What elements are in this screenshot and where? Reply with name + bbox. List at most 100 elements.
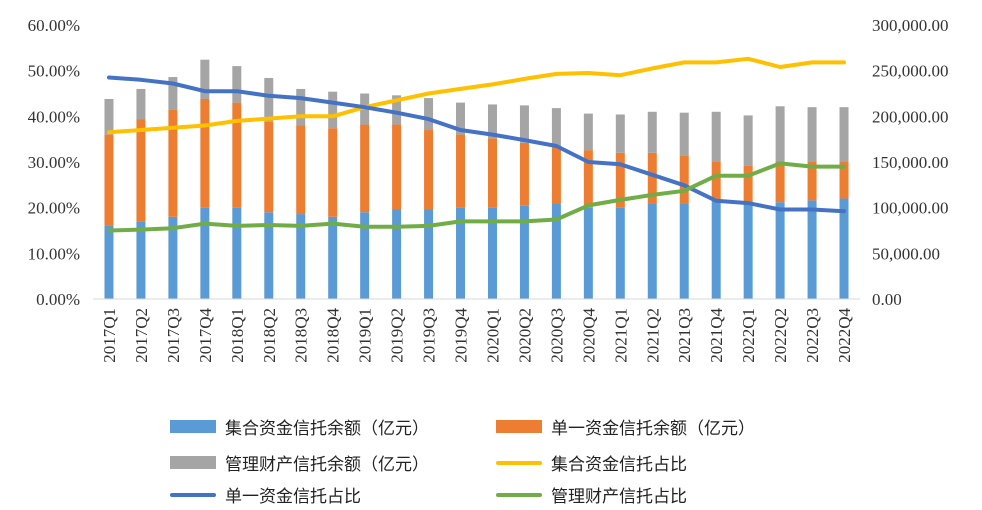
bar-property-balance-2021q4	[711, 111, 721, 162]
bar-property-balance-2022q3	[807, 107, 817, 162]
x-tick-label: 2021Q2	[643, 308, 662, 363]
x-tick-label: 2022Q1	[739, 308, 758, 363]
bar-collective-balance-2022q2	[775, 202, 785, 299]
legend-item-single-share: 单一资金信托占比	[170, 482, 361, 507]
legend-swatch-property-share	[496, 492, 542, 497]
bar-collective-balance-2020q2	[519, 205, 529, 299]
x-tick-label: 2022Q3	[803, 308, 822, 363]
bar-collective-balance-2021q4	[711, 200, 721, 299]
bar-single-balance-2017q3	[168, 109, 178, 217]
bar-property-balance-2020q2	[519, 105, 529, 143]
bar-collective-balance-2020q1	[487, 207, 497, 299]
bar-property-balance-2021q1	[615, 114, 625, 153]
left-tick-label: 60.00%	[28, 16, 80, 35]
bar-single-balance-2021q3	[679, 155, 689, 204]
x-axis: 2017Q1 2017Q2 2017Q3 2017Q4 2018Q1 2018Q2 2018…	[100, 308, 854, 363]
right-tick-label: 100,000.00	[872, 199, 949, 218]
bar-single-balance-2022q2	[775, 161, 785, 203]
legend-item-collective-balance: 集合资金信托余额（亿元）	[170, 414, 429, 439]
bar-collective-balance-2022q1	[743, 204, 753, 299]
x-tick-label: 2022Q4	[835, 308, 854, 363]
legend-label-property-share: 管理财产信托占比	[551, 487, 687, 507]
x-tick-label: 2019Q4	[452, 308, 471, 363]
bar-single-balance-2019q3	[424, 130, 434, 210]
bar-property-balance-2022q2	[775, 106, 785, 162]
bar-single-balance-2020q1	[487, 138, 497, 208]
legend-swatch-single-balance	[496, 420, 542, 433]
bar-single-balance-2017q1	[104, 134, 114, 226]
line-collective-share	[107, 56, 846, 135]
line-single-share	[107, 75, 846, 214]
bar-property-balance-2017q3	[168, 77, 178, 110]
x-tick-label: 2017Q4	[196, 308, 215, 363]
legend-label-collective-balance: 集合资金信托余额（亿元）	[225, 419, 429, 439]
left-tick-label: 20.00%	[28, 199, 80, 218]
legend-swatch-single-share	[170, 492, 216, 497]
x-tick-label: 2021Q1	[611, 308, 630, 363]
x-tick-label: 2020Q4	[579, 308, 598, 363]
x-tick-label: 2018Q3	[292, 308, 311, 363]
x-tick-label: 2017Q2	[132, 308, 151, 363]
x-tick-label: 2019Q2	[388, 308, 407, 363]
bar-collective-balance-2017q1	[104, 225, 114, 299]
bar-property-balance-2018q1	[232, 66, 242, 103]
bar-collective-balance-2018q3	[296, 214, 306, 299]
x-tick-label: 2020Q2	[515, 308, 534, 363]
legend-swatch-collective-share	[496, 460, 542, 465]
bar-property-balance-2019q2	[392, 95, 402, 125]
bar-single-balance-2022q4	[839, 162, 849, 199]
bar-single-balance-2020q3	[551, 147, 561, 205]
legend-swatch-collective-balance	[170, 420, 216, 433]
right-tick-label: 0.00	[872, 290, 902, 309]
bar-single-balance-2018q2	[264, 121, 274, 213]
x-tick-label: 2018Q4	[324, 308, 343, 363]
right-axis: 0.00 50,000.00 100,000.00 150,000.00 200,000…	[872, 16, 949, 309]
left-tick-label: 10.00%	[28, 244, 80, 263]
legend-swatch-property-balance	[170, 456, 216, 469]
bar-single-balance-2020q2	[519, 142, 529, 206]
bar-single-balance-2019q1	[360, 124, 370, 213]
bar-collective-balance-2020q4	[583, 207, 593, 299]
bar-single-balance-2018q3	[296, 125, 306, 215]
x-tick-label: 2019Q3	[420, 308, 439, 363]
right-tick-label: 300,000.00	[872, 16, 949, 35]
left-tick-label: 0.00%	[36, 290, 80, 309]
right-tick-label: 150,000.00	[872, 153, 949, 172]
bar-property-balance-2019q4	[456, 102, 466, 135]
left-tick-label: 50.00%	[28, 62, 80, 81]
line-property-share	[107, 161, 846, 233]
x-tick-label: 2020Q1	[483, 308, 502, 363]
x-tick-label: 2017Q3	[164, 308, 183, 363]
bar-property-balance-2020q3	[551, 108, 561, 148]
x-tick-label: 2018Q1	[228, 308, 247, 363]
bar-property-balance-2021q2	[647, 111, 657, 153]
x-tick-label: 2018Q2	[260, 308, 279, 363]
legend-label-single-share: 单一资金信托占比	[225, 487, 361, 507]
bar-property-balance-2019q3	[424, 98, 434, 131]
bar-collective-balance-2021q3	[679, 203, 689, 299]
right-tick-label: 250,000.00	[872, 62, 949, 81]
right-tick-label: 200,000.00	[872, 107, 949, 126]
legend-item-property-balance: 管理财产信托余额（亿元）	[170, 450, 429, 475]
left-tick-label: 30.00%	[28, 153, 80, 172]
bar-collective-balance-2018q4	[328, 216, 338, 299]
bar-property-balance-2020q4	[583, 113, 593, 151]
bar-collective-balance-2017q4	[200, 207, 210, 299]
bar-property-balance-2022q4	[839, 107, 849, 162]
bar-collective-balance-2021q1	[615, 207, 625, 299]
bar-single-balance-2018q1	[232, 102, 242, 208]
bar-collective-balance-2019q2	[392, 209, 402, 299]
bar-single-balance-2017q2	[136, 119, 146, 222]
bar-property-balance-2020q1	[487, 104, 497, 139]
bar-property-balance-2018q3	[296, 88, 306, 126]
bar-collective-balance-2022q4	[839, 198, 849, 299]
plot-area	[93, 56, 860, 300]
x-tick-label: 2020Q3	[547, 308, 566, 363]
bar-single-balance-2019q4	[456, 134, 466, 208]
bar-single-balance-2022q1	[743, 165, 753, 205]
bar-single-balance-2021q1	[615, 152, 625, 208]
bar-collective-balance-2019q1	[360, 212, 370, 299]
x-tick-label: 2017Q1	[100, 308, 119, 363]
bar-collective-balance-2017q3	[168, 216, 178, 299]
bar-single-balance-2021q2	[647, 152, 657, 204]
